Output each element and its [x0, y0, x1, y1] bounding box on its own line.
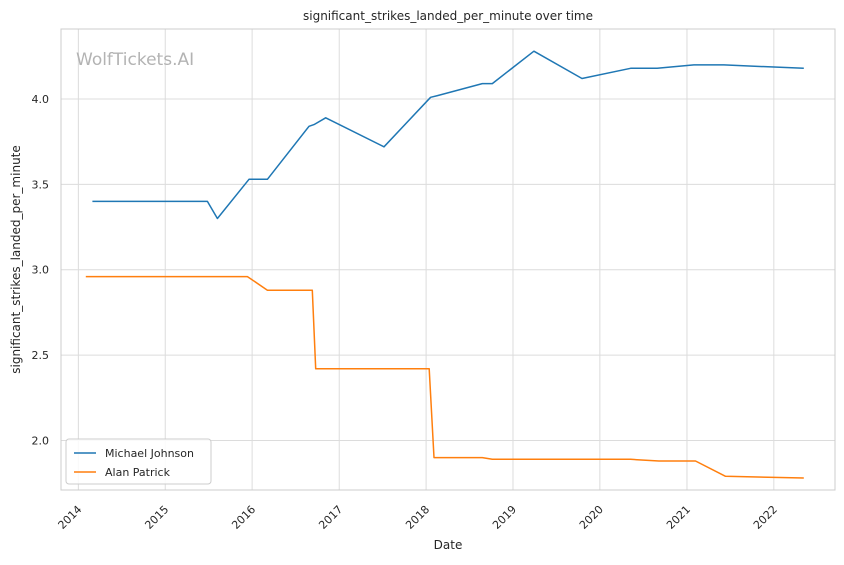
- legend: Michael Johnson Alan Patrick: [65, 438, 212, 485]
- plot-frame: [60, 28, 836, 491]
- y-tick-label: 2.5: [32, 349, 50, 362]
- x-axis-label: Date: [434, 538, 463, 552]
- y-axis-label: significant_strikes_landed_per_minute: [9, 145, 23, 374]
- legend-entry: Alan Patrick: [105, 466, 171, 479]
- series-line: [85, 275, 804, 479]
- legend-entry: Michael Johnson: [105, 447, 194, 460]
- legend-box: [65, 438, 212, 485]
- chart-title: significant_strikes_landed_per_minute ov…: [303, 9, 593, 23]
- watermark: WolfTickets.AI: [76, 50, 194, 70]
- y-axis: 2.0 2.5 3.0 3.5 4.0: [32, 93, 50, 447]
- grid: [61, 29, 835, 490]
- y-tick-label: 2.0: [32, 434, 50, 447]
- series-line: [92, 50, 804, 220]
- series: [85, 50, 804, 479]
- y-tick-label: 4.0: [32, 93, 50, 106]
- y-tick-label: 3.0: [32, 264, 50, 277]
- y-tick-label: 3.5: [32, 178, 50, 191]
